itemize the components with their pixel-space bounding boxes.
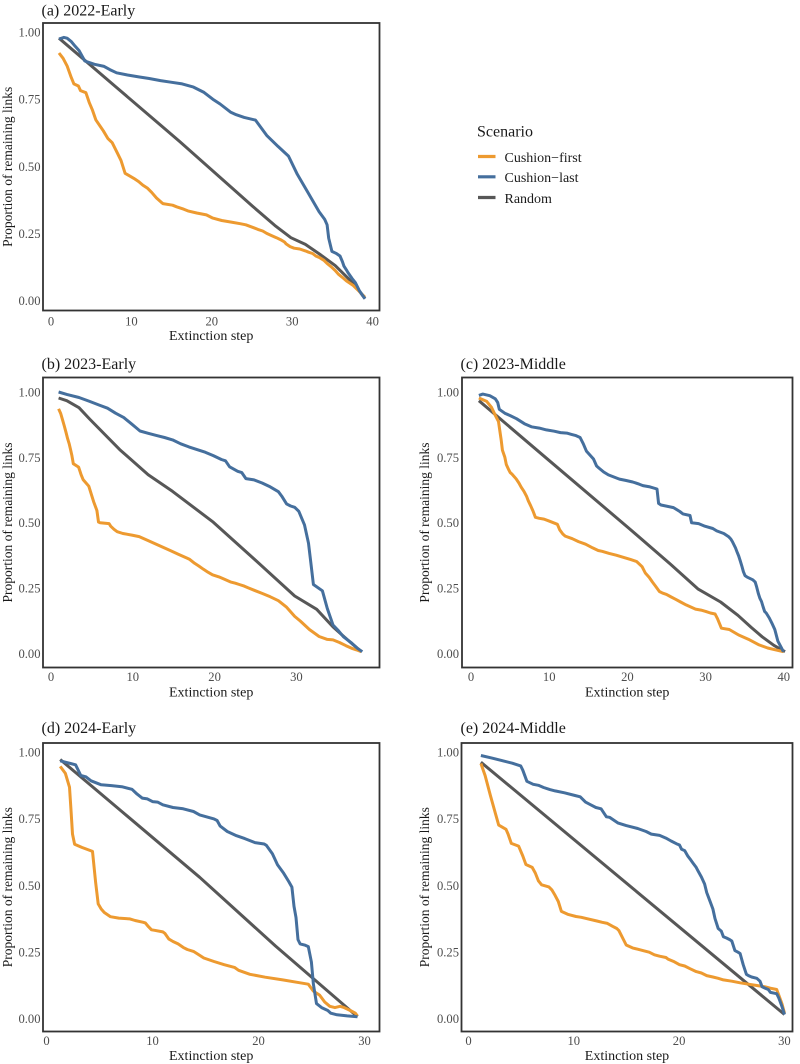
svg-text:30: 30 (358, 1034, 371, 1048)
svg-text:(a) 2022-Early: (a) 2022-Early (42, 3, 136, 20)
svg-text:30: 30 (286, 315, 299, 329)
svg-text:0: 0 (48, 315, 54, 329)
svg-text:Scenario: Scenario (477, 124, 533, 141)
svg-text:10: 10 (543, 670, 556, 684)
svg-text:0.00: 0.00 (437, 1012, 459, 1026)
svg-text:Extinction step: Extinction step (169, 686, 253, 701)
svg-text:0.00: 0.00 (18, 647, 40, 661)
svg-text:Cushion−last: Cushion−last (505, 171, 579, 186)
svg-text:20: 20 (621, 670, 634, 684)
svg-text:Extinction step: Extinction step (585, 1049, 669, 1064)
svg-text:20: 20 (206, 315, 219, 329)
svg-text:0.25: 0.25 (18, 227, 40, 241)
svg-text:0.00: 0.00 (18, 1012, 40, 1026)
svg-text:Proportion of remaining links: Proportion of remaining links (417, 442, 432, 602)
svg-text:40: 40 (778, 670, 791, 684)
svg-text:10: 10 (146, 1034, 159, 1048)
svg-text:Proportion of remaining links: Proportion of remaining links (0, 442, 15, 602)
svg-text:30: 30 (699, 670, 712, 684)
svg-text:10: 10 (125, 315, 138, 329)
svg-text:0.75: 0.75 (437, 812, 459, 826)
svg-text:0: 0 (468, 670, 474, 684)
svg-text:0.50: 0.50 (437, 516, 459, 530)
svg-text:Proportion of remaining links: Proportion of remaining links (417, 807, 432, 967)
svg-text:(c) 2023-Middle: (c) 2023-Middle (461, 356, 566, 373)
svg-text:0: 0 (48, 670, 54, 684)
svg-text:0.25: 0.25 (18, 945, 40, 959)
svg-text:10: 10 (127, 670, 140, 684)
svg-text:0.25: 0.25 (437, 945, 459, 959)
svg-text:1.00: 1.00 (437, 746, 459, 760)
svg-text:0.00: 0.00 (437, 647, 459, 661)
svg-text:0: 0 (465, 1034, 471, 1048)
svg-text:0.50: 0.50 (18, 516, 40, 530)
svg-text:40: 40 (366, 315, 379, 329)
svg-text:Random: Random (505, 192, 553, 207)
svg-text:1.00: 1.00 (18, 26, 40, 40)
svg-text:0.75: 0.75 (18, 93, 40, 107)
svg-text:Extinction step: Extinction step (169, 329, 253, 344)
svg-text:30: 30 (778, 1034, 791, 1048)
svg-text:20: 20 (673, 1034, 686, 1048)
svg-text:20: 20 (208, 670, 221, 684)
svg-text:30: 30 (290, 670, 303, 684)
svg-text:(d) 2024-Early: (d) 2024-Early (42, 720, 137, 737)
svg-text:0.00: 0.00 (18, 294, 40, 308)
svg-text:0.50: 0.50 (437, 879, 459, 893)
svg-text:0.75: 0.75 (18, 812, 40, 826)
svg-text:0.75: 0.75 (18, 451, 40, 465)
svg-text:20: 20 (252, 1034, 265, 1048)
svg-text:0.75: 0.75 (437, 451, 459, 465)
svg-text:Extinction step: Extinction step (169, 1049, 253, 1064)
svg-text:0.25: 0.25 (437, 582, 459, 596)
svg-text:0.25: 0.25 (18, 582, 40, 596)
svg-text:Proportion of remaining links: Proportion of remaining links (0, 87, 15, 247)
svg-text:Extinction step: Extinction step (585, 686, 669, 701)
svg-text:0.50: 0.50 (18, 160, 40, 174)
svg-text:1.00: 1.00 (18, 386, 40, 400)
svg-text:1.00: 1.00 (18, 746, 40, 760)
svg-text:1.00: 1.00 (437, 386, 459, 400)
svg-text:0: 0 (43, 1034, 49, 1048)
svg-text:(e) 2024-Middle: (e) 2024-Middle (461, 720, 566, 737)
svg-text:(b) 2023-Early: (b) 2023-Early (42, 356, 137, 373)
svg-text:Cushion−first: Cushion−first (505, 151, 582, 166)
svg-text:0.50: 0.50 (18, 879, 40, 893)
svg-text:10: 10 (568, 1034, 581, 1048)
svg-text:Proportion of remaining links: Proportion of remaining links (0, 807, 15, 967)
